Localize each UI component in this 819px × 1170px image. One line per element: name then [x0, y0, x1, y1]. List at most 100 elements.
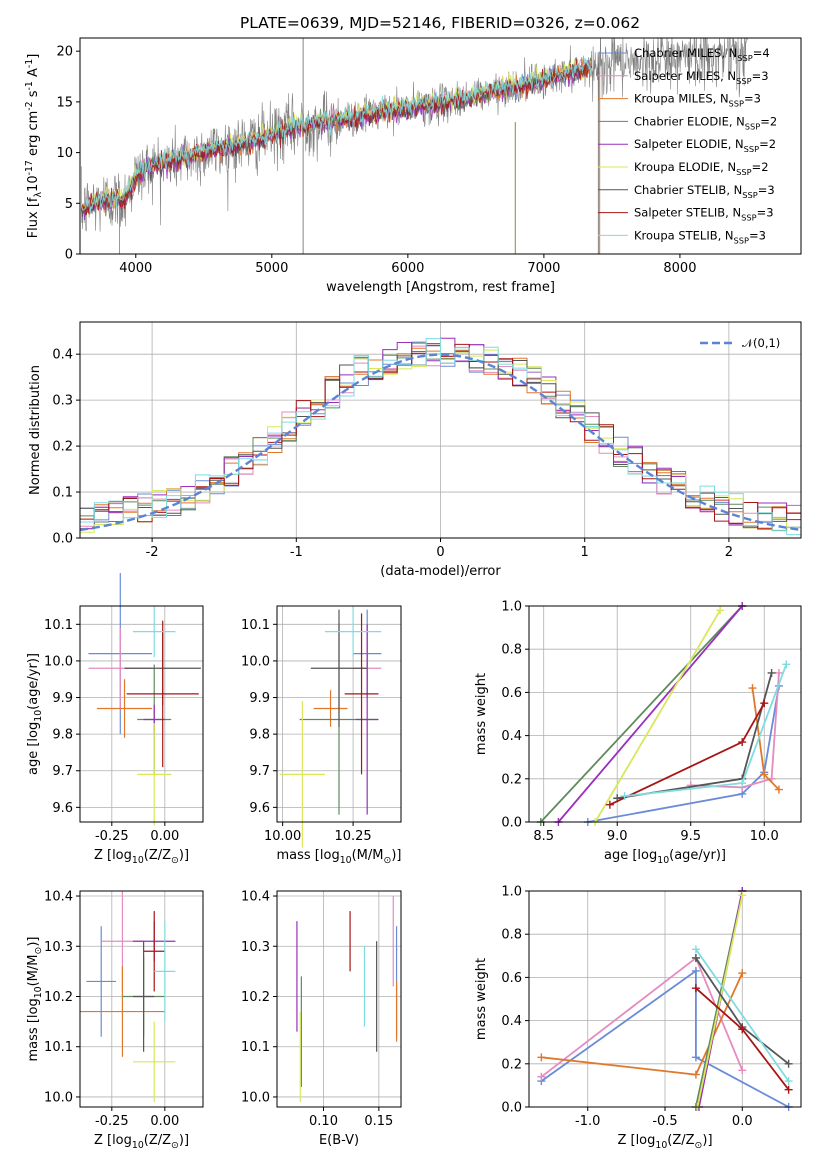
x-tick-label: -1 — [290, 545, 303, 560]
y-tick-label: 9.9 — [249, 691, 270, 706]
x-tick-label: 0.00 — [150, 829, 179, 844]
x-tick-label: -0.25 — [95, 1114, 129, 1129]
weight-marker — [738, 738, 747, 747]
age-vs-mass-axes: 10.00 10.25 9.6 9.7 9.8 9.9 10.0 10.1 mass [log1… — [241, 605, 402, 866]
label-part: Salpeter ELODIE, N — [634, 137, 744, 151]
y-tick-label: 10.0 — [44, 1090, 73, 1105]
label-part: ⊙ — [695, 1140, 703, 1151]
x-tick-label: 1 — [581, 545, 589, 560]
label-part: 10 — [655, 1140, 667, 1151]
weight-marker — [691, 984, 700, 993]
y-tick-label: 10 — [56, 146, 73, 161]
label-part: SSP — [736, 167, 751, 177]
legend-entry: Salpeter MILES, NSSP=3 — [634, 69, 769, 86]
label-part: mass [log — [277, 848, 340, 863]
label-part: 10 — [132, 1140, 144, 1151]
legend-entry: Salpeter ELODIE, NSSP=2 — [634, 137, 776, 154]
weight-marker — [691, 966, 700, 975]
weight-line — [557, 605, 743, 823]
label-part: -2 — [24, 101, 35, 110]
label-part: (age/yr)] — [26, 653, 41, 710]
legend-entry: Chabrier MILES, NSSP=4 — [634, 46, 770, 63]
y-axis-label: age [log10(age/yr)] — [26, 653, 44, 775]
y-tick-label: 9.8 — [249, 728, 270, 743]
y-tick-label: 0.2 — [501, 1057, 522, 1072]
label-part: Normed distribution — [28, 365, 43, 495]
weight-marker — [782, 660, 791, 669]
label-part: SSP — [736, 76, 751, 86]
x-tick-label: 0.15 — [364, 1114, 393, 1129]
histogram-area — [80, 337, 801, 536]
y-tick-label: 10.4 — [241, 890, 270, 905]
label-part: Kroupa MILES, N — [634, 92, 729, 106]
y-tick-label: 9.6 — [52, 801, 73, 816]
y-tick-label: 0 — [65, 248, 73, 263]
mass-vs-extinction-axes: 0.10 0.15 10.0 10.1 10.2 10.3 10.4 E(B-V) — [241, 890, 402, 1148]
weight-vs-metallicity-axes: -1.0 -0.5 0.0 0.0 0.2 0.4 0.6 0.8 1.0 Z [log10(Z/… — [474, 885, 802, 1151]
y-tick-label: 0.3 — [52, 394, 73, 409]
label-part: Kroupa ELODIE, N — [634, 160, 736, 174]
label-part: =2 — [759, 137, 776, 151]
x-tick-label: -1.0 — [575, 1114, 600, 1129]
y-tick-label: 9.8 — [52, 728, 73, 743]
weight-line — [540, 969, 790, 1108]
y-tick-label: 10.1 — [241, 618, 270, 633]
y-tick-label: 9.6 — [249, 801, 270, 816]
weight-line — [696, 895, 744, 1108]
x-tick-label: 5000 — [255, 261, 288, 276]
label-part: SSP — [741, 213, 756, 223]
label-part: Kroupa STELIB, N — [634, 228, 734, 242]
y-tick-label: 10.3 — [44, 940, 73, 955]
weight-marker — [691, 1070, 700, 1079]
label-part: )] — [179, 848, 189, 863]
label-part: ⊙ — [383, 855, 391, 866]
label-part: A — [26, 68, 41, 81]
label-part: Flux [f — [26, 197, 41, 238]
label-part: 10 — [657, 855, 669, 866]
model-fit-line — [80, 57, 592, 214]
x-axis-label: Z [log10(Z/Z⊙)] — [94, 1133, 189, 1151]
weight-marker — [784, 1085, 793, 1094]
legend-entry: Salpeter STELIB, NSSP=3 — [634, 206, 774, 223]
label-part: 10 — [33, 986, 44, 998]
weight-marker — [774, 785, 783, 794]
label-part: =3 — [752, 69, 769, 83]
x-tick-label: -0.5 — [652, 1114, 677, 1129]
y-tick-label: 0.8 — [501, 643, 522, 658]
axes-frame — [276, 605, 402, 823]
label-part: s — [26, 90, 41, 101]
axes-frame — [79, 605, 204, 823]
y-tick-label: 0.0 — [52, 532, 73, 547]
label-part: )] — [391, 848, 401, 863]
label-part: 10 — [132, 855, 144, 866]
y-tick-label: 1.0 — [501, 885, 522, 900]
label-part: (age/yr)] — [669, 848, 726, 863]
x-tick-label: 9.5 — [680, 829, 701, 844]
legend-entry: Chabrier STELIB, NSSP=3 — [634, 183, 775, 200]
weight-marker — [691, 953, 700, 962]
weight-marker — [760, 699, 769, 708]
legend-entry: Kroupa MILES, NSSP=3 — [634, 92, 761, 109]
x-tick-label: 2 — [725, 545, 733, 560]
y-axis-label: mass weight — [474, 673, 489, 755]
x-tick-label: 8000 — [663, 261, 696, 276]
label-part: λ — [33, 191, 44, 197]
y-tick-label: 0.6 — [501, 971, 522, 986]
x-tick-label: 0 — [436, 545, 444, 560]
label-part: Chabrier STELIB, N — [634, 183, 742, 197]
label-part: SSP — [729, 99, 744, 109]
label-part: (Z/Z — [667, 1133, 694, 1148]
label-part: age [log — [26, 722, 41, 775]
spectrum-legend: Chabrier MILES, NSSP=4 Salpeter MILES, NS… — [598, 46, 777, 245]
x-axis-label: mass [log10(M/M⊙)] — [277, 848, 402, 866]
x-tick-label: -2 — [146, 545, 159, 560]
label-part: mass weight — [474, 673, 489, 755]
x-tick-label: 10.25 — [334, 829, 371, 844]
label-part: )] — [179, 1133, 189, 1148]
y-tick-label: 10.0 — [44, 654, 73, 669]
y-tick-label: 0.4 — [501, 729, 522, 744]
x-tick-label: 9.0 — [607, 829, 628, 844]
label-part: SSP — [734, 235, 749, 245]
label-part: mass weight — [474, 958, 489, 1040]
